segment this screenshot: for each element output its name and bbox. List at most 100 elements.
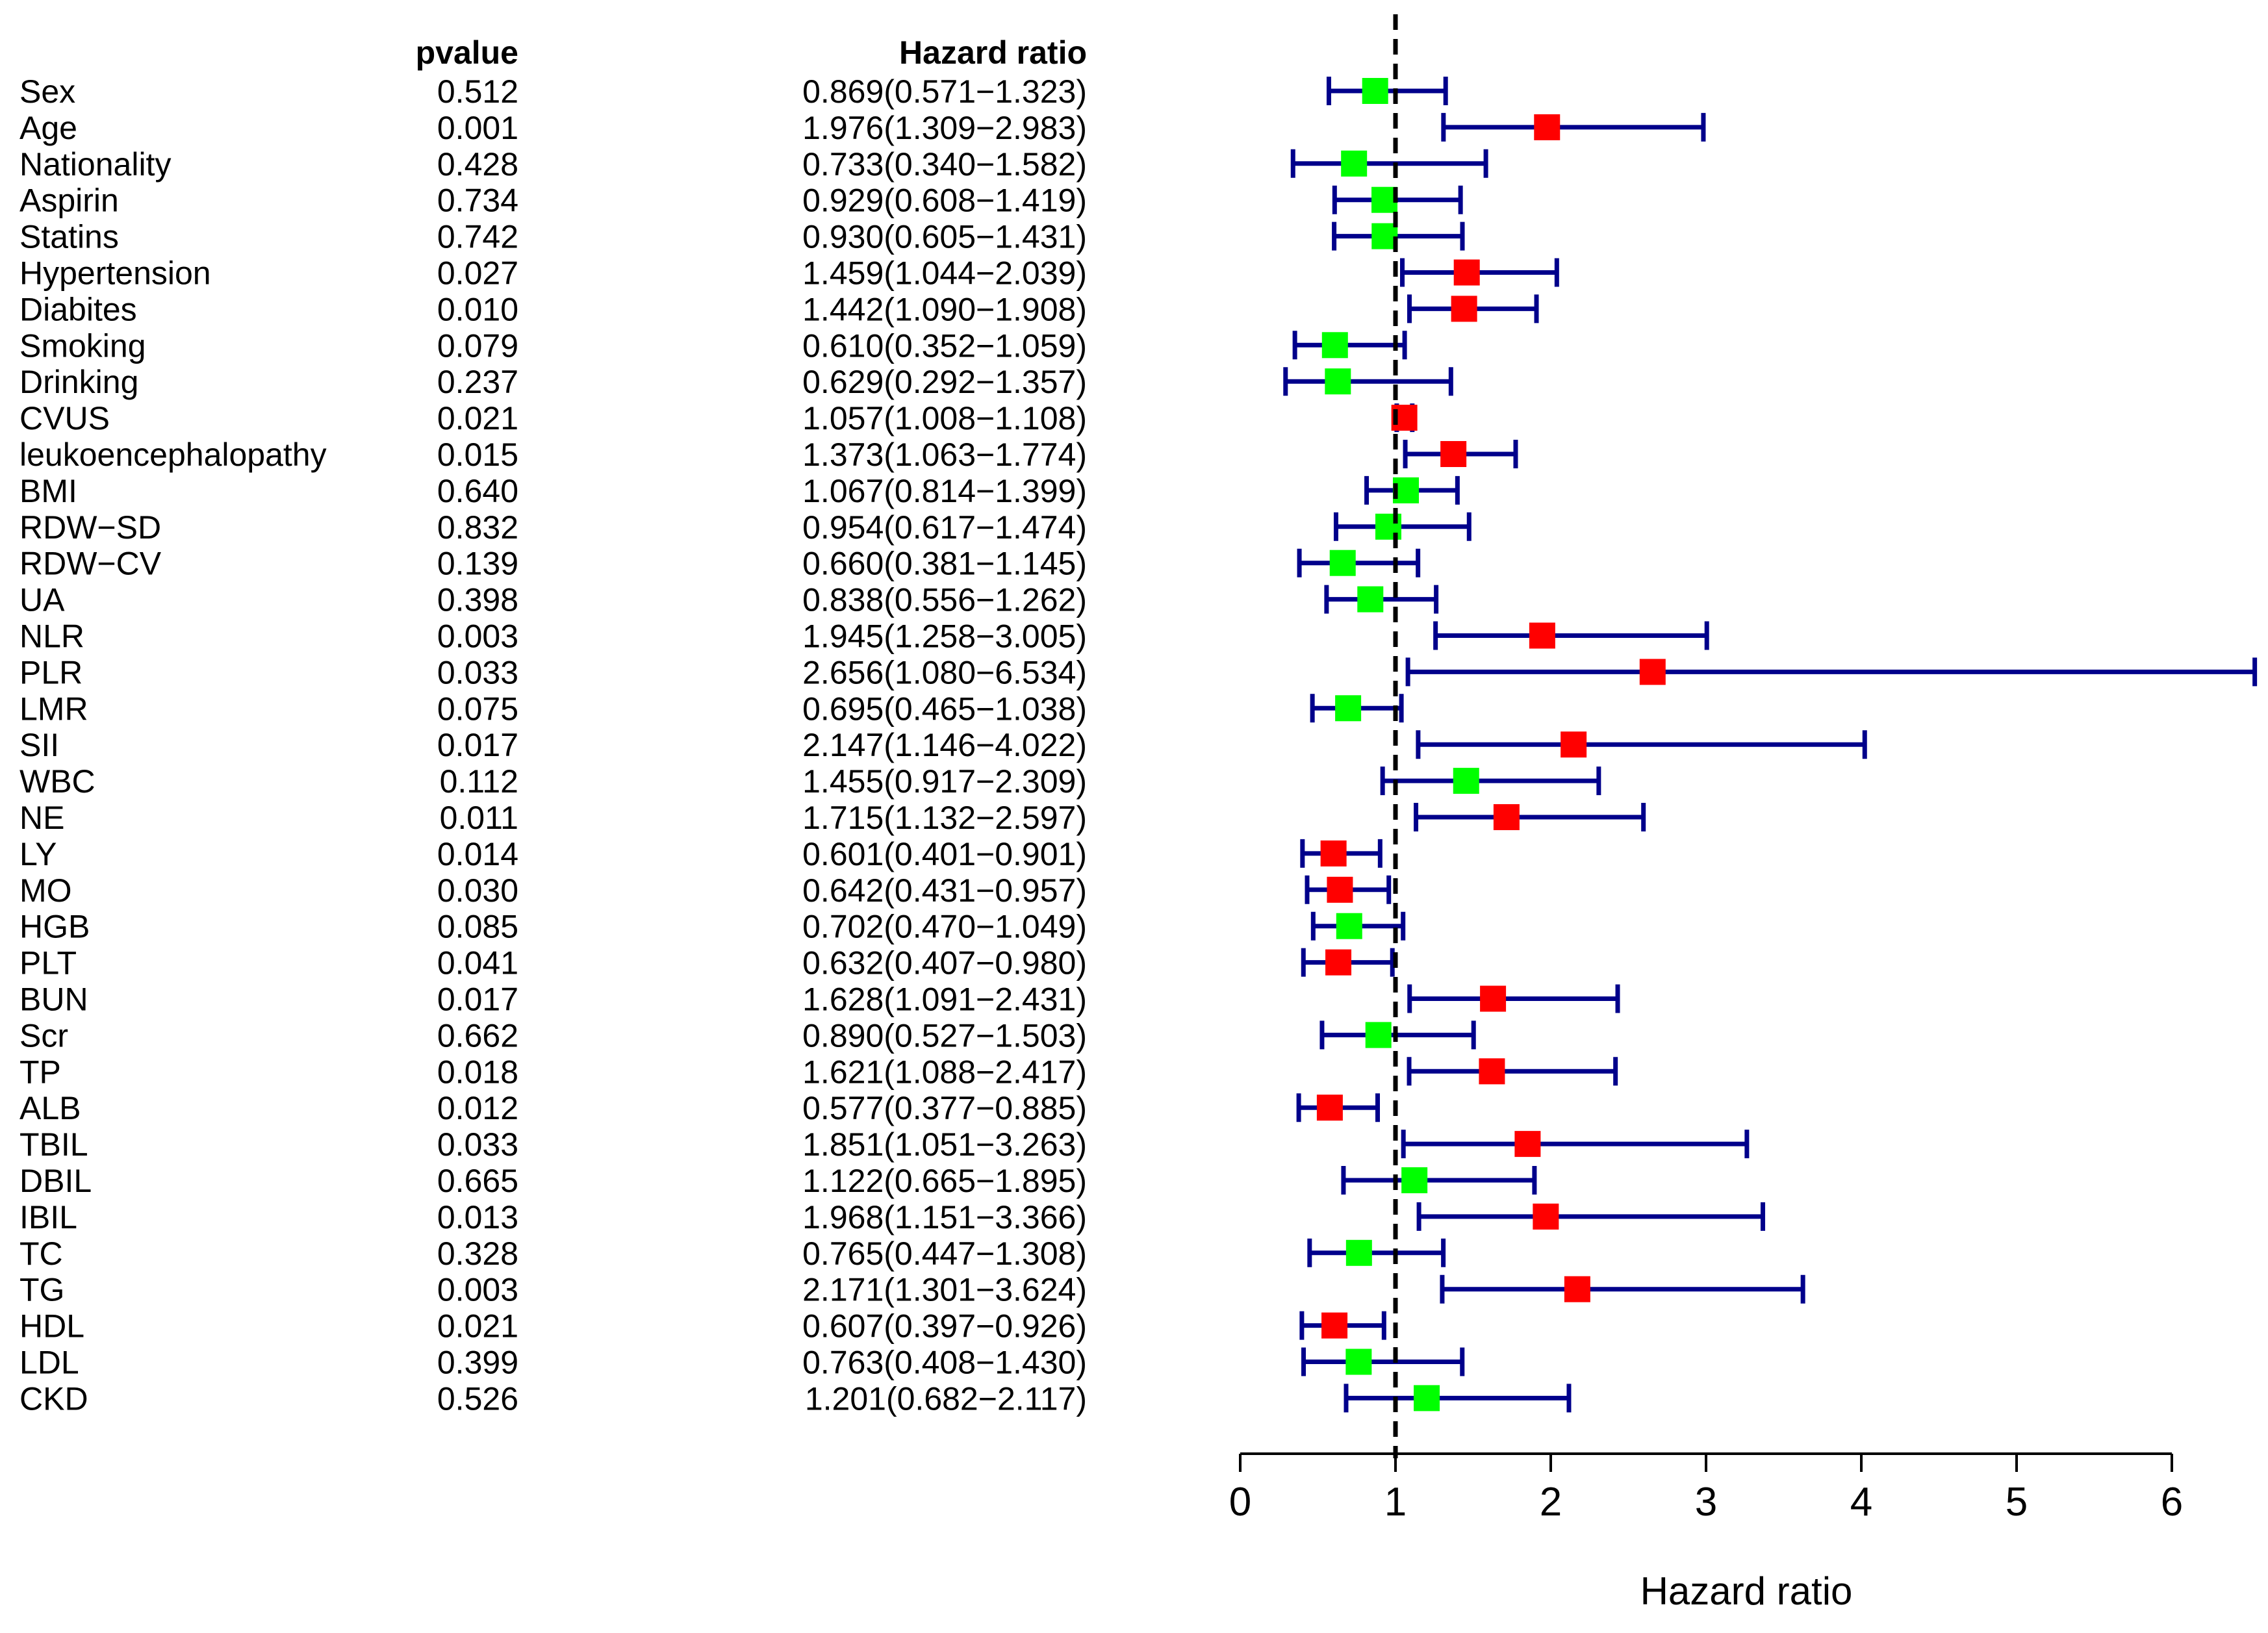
point-estimate-significant xyxy=(1493,804,1520,830)
row-label: Sex xyxy=(19,73,75,110)
point-estimate-not-significant xyxy=(1321,332,1348,359)
row-hazard-ratio-text: 1.455(0.917−2.309) xyxy=(802,763,1087,800)
row-pvalue: 0.003 xyxy=(437,618,518,655)
table-row: Nationality 0.428 0.733(0.340−1.582) xyxy=(19,146,1488,183)
table-row: HGB 0.085 0.702(0.470−1.049) xyxy=(19,909,1406,945)
point-estimate-not-significant xyxy=(1341,150,1368,177)
row-pvalue: 0.013 xyxy=(437,1199,518,1235)
table-row: SII 0.017 2.147(1.146−4.022) xyxy=(19,727,1867,763)
table-row: PLR 0.033 2.656(1.080−6.534) xyxy=(19,654,2258,690)
table-row: Aspirin 0.734 0.929(0.608−1.419) xyxy=(19,183,1463,219)
row-label: UA xyxy=(19,582,65,618)
point-estimate-significant xyxy=(1529,622,1555,649)
point-estimate-not-significant xyxy=(1325,368,1351,395)
x-tick-label: 4 xyxy=(1850,1480,1872,1525)
point-estimate-not-significant xyxy=(1335,695,1362,722)
row-pvalue: 0.017 xyxy=(437,981,518,1018)
rows-layer: Sex 0.512 0.869(0.571−1.323) Age 0.001 1.976(… xyxy=(19,14,2258,1458)
table-row: Hypertension 0.027 1.459(1.044−2.039) xyxy=(19,255,1559,292)
table-row: Scr 0.662 0.890(0.527−1.503) xyxy=(19,1017,1476,1054)
row-hazard-ratio-text: 0.763(0.408−1.430) xyxy=(802,1345,1087,1381)
row-label: Hypertension xyxy=(19,255,211,292)
row-label: Nationality xyxy=(19,146,171,183)
row-label: CVUS xyxy=(19,400,110,437)
point-estimate-not-significant xyxy=(1371,186,1398,213)
table-row: RDW−SD 0.832 0.954(0.617−1.474) xyxy=(19,509,1472,546)
row-label: RDW−CV xyxy=(19,546,162,582)
row-hazard-ratio-text: 1.373(1.063−1.774) xyxy=(802,437,1087,473)
row-label: Age xyxy=(19,110,77,146)
row-label: TBIL xyxy=(19,1126,88,1163)
row-hazard-ratio-text: 0.930(0.605−1.431) xyxy=(802,219,1087,255)
row-pvalue: 0.033 xyxy=(437,654,518,690)
row-hazard-ratio-text: 1.459(1.044−2.039) xyxy=(802,255,1087,292)
row-pvalue: 0.237 xyxy=(437,364,518,400)
pvalue-column-header: pvalue xyxy=(416,34,518,71)
table-row: LDL 0.399 0.763(0.408−1.430) xyxy=(19,1345,1465,1381)
row-pvalue: 0.015 xyxy=(437,437,518,473)
table-row: Age 0.001 1.976(1.309−2.983) xyxy=(19,110,1706,146)
row-hazard-ratio-text: 1.976(1.309−2.983) xyxy=(802,110,1087,146)
table-row: TG 0.003 2.171(1.301−3.624) xyxy=(19,1272,1805,1308)
row-label: RDW−SD xyxy=(19,509,161,546)
row-hazard-ratio-text: 2.147(1.146−4.022) xyxy=(802,727,1087,763)
table-row: CVUS 0.021 1.057(1.008−1.108) xyxy=(19,400,1418,437)
table-row: Statins 0.742 0.930(0.605−1.431) xyxy=(19,219,1465,255)
row-label: Smoking xyxy=(19,327,146,364)
table-row: LY 0.014 0.601(0.401−0.901) xyxy=(19,836,1382,872)
point-estimate-significant xyxy=(1453,259,1480,286)
row-hazard-ratio-text: 1.067(0.814−1.399) xyxy=(802,473,1087,509)
point-estimate-significant xyxy=(1320,840,1347,867)
x-tick-label: 3 xyxy=(1695,1480,1717,1525)
row-pvalue: 0.734 xyxy=(437,183,518,219)
row-pvalue: 0.030 xyxy=(437,872,518,909)
row-hazard-ratio-text: 1.968(1.151−3.366) xyxy=(802,1199,1087,1235)
row-hazard-ratio-text: 0.765(0.447−1.308) xyxy=(802,1235,1087,1272)
row-pvalue: 0.399 xyxy=(437,1345,518,1381)
row-label: HDL xyxy=(19,1308,84,1345)
point-estimate-significant xyxy=(1321,1312,1348,1339)
row-pvalue: 0.428 xyxy=(437,146,518,183)
point-estimate-not-significant xyxy=(1365,1022,1392,1048)
row-pvalue: 0.526 xyxy=(437,1380,518,1417)
row-pvalue: 0.017 xyxy=(437,727,518,763)
row-pvalue: 0.001 xyxy=(437,110,518,146)
row-pvalue: 0.662 xyxy=(437,1017,518,1054)
x-tick-label: 2 xyxy=(1540,1480,1562,1525)
row-label: Scr xyxy=(19,1017,68,1054)
row-pvalue: 0.011 xyxy=(440,800,518,836)
row-hazard-ratio-text: 1.621(1.088−2.417) xyxy=(802,1054,1087,1090)
row-pvalue: 0.079 xyxy=(437,327,518,364)
row-label: TC xyxy=(19,1235,63,1272)
point-estimate-not-significant xyxy=(1362,78,1388,104)
table-row: BMI 0.640 1.067(0.814−1.399) xyxy=(19,473,1460,509)
row-pvalue: 0.640 xyxy=(437,473,518,509)
row-label: BUN xyxy=(19,981,88,1018)
row-label: PLT xyxy=(19,945,77,981)
row-hazard-ratio-text: 0.702(0.470−1.049) xyxy=(802,909,1087,945)
row-pvalue: 0.033 xyxy=(437,1126,518,1163)
row-hazard-ratio-text: 1.851(1.051−3.263) xyxy=(802,1126,1087,1163)
table-row: HDL 0.021 0.607(0.397−0.926) xyxy=(19,1308,1386,1345)
table-row: TBIL 0.033 1.851(1.051−3.263) xyxy=(19,1126,1750,1163)
row-hazard-ratio-text: 0.577(0.377−0.885) xyxy=(802,1090,1087,1126)
row-label: TG xyxy=(19,1272,64,1308)
point-estimate-significant xyxy=(1316,1095,1343,1121)
row-pvalue: 0.027 xyxy=(437,255,518,292)
point-estimate-not-significant xyxy=(1401,1167,1428,1193)
row-hazard-ratio-text: 0.601(0.401−0.901) xyxy=(802,836,1087,872)
row-label: LY xyxy=(19,836,57,872)
table-row: IBIL 0.013 1.968(1.151−3.366) xyxy=(19,1199,1765,1235)
table-row: Smoking 0.079 0.610(0.352−1.059) xyxy=(19,327,1407,364)
row-pvalue: 0.041 xyxy=(437,945,518,981)
row-hazard-ratio-text: 1.715(1.132−2.597) xyxy=(802,800,1087,836)
table-row: PLT 0.041 0.632(0.407−0.980) xyxy=(19,945,1395,981)
row-hazard-ratio-text: 0.642(0.431−0.957) xyxy=(802,872,1087,909)
row-hazard-ratio-text: 1.628(1.091−2.431) xyxy=(802,981,1087,1018)
row-pvalue: 0.742 xyxy=(437,219,518,255)
table-row: Diabites 0.010 1.442(1.090−1.908) xyxy=(19,291,1539,327)
table-row: TC 0.328 0.765(0.447−1.308) xyxy=(19,1235,1446,1272)
row-hazard-ratio-text: 0.607(0.397−0.926) xyxy=(802,1308,1087,1345)
